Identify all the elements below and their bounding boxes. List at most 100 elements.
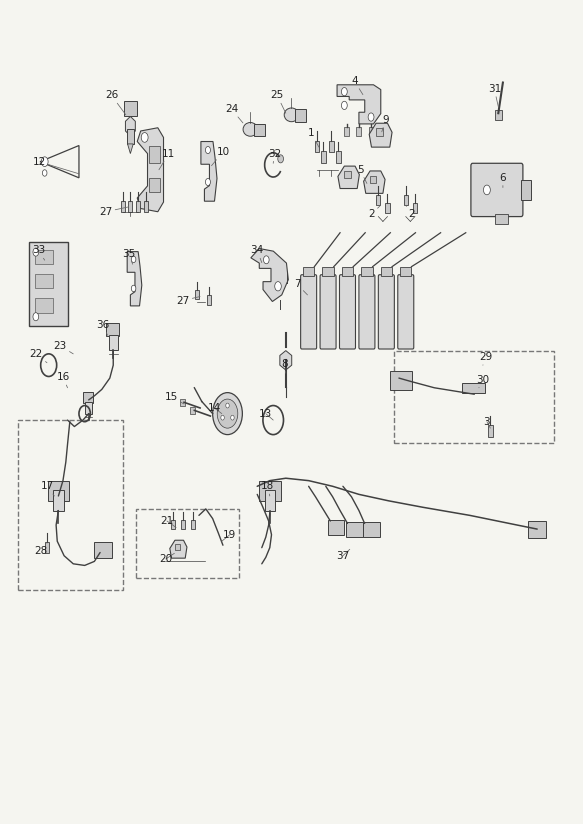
Circle shape xyxy=(43,170,47,176)
Bar xyxy=(496,110,503,119)
FancyBboxPatch shape xyxy=(528,522,546,538)
Bar xyxy=(368,128,374,136)
Bar xyxy=(45,542,49,553)
Bar xyxy=(144,201,148,212)
Bar xyxy=(329,141,333,152)
Circle shape xyxy=(217,399,238,428)
Text: 32: 32 xyxy=(268,148,281,163)
Bar xyxy=(345,128,349,136)
Bar xyxy=(53,490,64,511)
Text: 26: 26 xyxy=(105,91,126,115)
FancyBboxPatch shape xyxy=(301,274,317,349)
Bar xyxy=(149,146,160,163)
Polygon shape xyxy=(251,249,289,302)
Text: 21: 21 xyxy=(160,516,176,527)
Text: 20: 20 xyxy=(159,554,174,564)
Bar xyxy=(462,383,484,392)
Polygon shape xyxy=(364,171,385,194)
FancyBboxPatch shape xyxy=(398,274,414,349)
Bar xyxy=(191,407,195,414)
Bar xyxy=(322,267,334,276)
Ellipse shape xyxy=(243,123,258,136)
Circle shape xyxy=(278,155,283,163)
Text: 17: 17 xyxy=(40,481,54,496)
Polygon shape xyxy=(137,128,163,212)
FancyBboxPatch shape xyxy=(320,274,336,349)
Text: 6: 6 xyxy=(500,173,506,188)
Ellipse shape xyxy=(285,108,298,122)
FancyBboxPatch shape xyxy=(346,522,363,537)
Bar xyxy=(356,128,361,136)
FancyBboxPatch shape xyxy=(339,274,356,349)
Polygon shape xyxy=(280,351,292,370)
Text: 5: 5 xyxy=(357,165,367,184)
Bar xyxy=(127,129,134,144)
Bar xyxy=(315,141,319,152)
FancyBboxPatch shape xyxy=(391,371,412,391)
Bar xyxy=(108,335,118,350)
Circle shape xyxy=(221,415,224,420)
Bar xyxy=(195,289,199,299)
Circle shape xyxy=(483,185,490,194)
Text: 15: 15 xyxy=(165,392,184,404)
Bar xyxy=(361,267,373,276)
Circle shape xyxy=(342,87,347,96)
Bar xyxy=(342,267,353,276)
Bar xyxy=(207,295,210,305)
Bar xyxy=(121,201,125,212)
Polygon shape xyxy=(125,116,135,136)
FancyBboxPatch shape xyxy=(471,163,523,217)
Text: 34: 34 xyxy=(251,246,264,263)
Polygon shape xyxy=(170,541,187,558)
Text: 2: 2 xyxy=(368,205,381,219)
Circle shape xyxy=(226,403,229,408)
Bar xyxy=(128,201,132,212)
Circle shape xyxy=(33,248,38,256)
Bar xyxy=(403,194,408,205)
Bar xyxy=(191,520,195,530)
Polygon shape xyxy=(128,144,134,153)
Bar xyxy=(336,152,340,163)
Bar xyxy=(521,180,532,199)
Text: 10: 10 xyxy=(212,147,230,166)
FancyBboxPatch shape xyxy=(94,541,113,559)
Bar xyxy=(175,544,180,550)
FancyBboxPatch shape xyxy=(328,520,345,535)
Circle shape xyxy=(231,415,234,420)
Bar xyxy=(381,267,392,276)
Text: 2: 2 xyxy=(406,205,415,219)
Circle shape xyxy=(131,256,136,263)
Circle shape xyxy=(33,312,38,321)
Polygon shape xyxy=(337,85,381,124)
Circle shape xyxy=(368,113,374,121)
Circle shape xyxy=(141,133,148,143)
Text: 29: 29 xyxy=(479,352,493,365)
Polygon shape xyxy=(127,251,142,306)
Bar xyxy=(34,274,53,288)
Bar xyxy=(496,214,508,224)
Circle shape xyxy=(41,157,48,166)
Bar xyxy=(106,323,119,336)
Polygon shape xyxy=(369,124,392,147)
Circle shape xyxy=(275,282,281,291)
Circle shape xyxy=(205,147,210,153)
Bar xyxy=(488,425,493,437)
Text: 28: 28 xyxy=(34,543,48,556)
Bar xyxy=(376,129,383,136)
Text: 7: 7 xyxy=(294,279,307,295)
Text: 18: 18 xyxy=(261,481,274,496)
Text: 19: 19 xyxy=(222,530,237,541)
FancyBboxPatch shape xyxy=(378,274,394,349)
Text: 31: 31 xyxy=(488,84,501,107)
Polygon shape xyxy=(201,142,217,201)
Bar xyxy=(321,152,326,163)
Bar xyxy=(345,171,351,178)
Text: 22: 22 xyxy=(30,349,47,363)
Bar xyxy=(171,520,174,530)
Bar xyxy=(83,392,93,403)
Bar xyxy=(85,402,92,414)
Text: 3: 3 xyxy=(483,417,490,428)
Polygon shape xyxy=(338,166,359,189)
Bar xyxy=(181,520,185,530)
Text: 37: 37 xyxy=(336,550,350,561)
